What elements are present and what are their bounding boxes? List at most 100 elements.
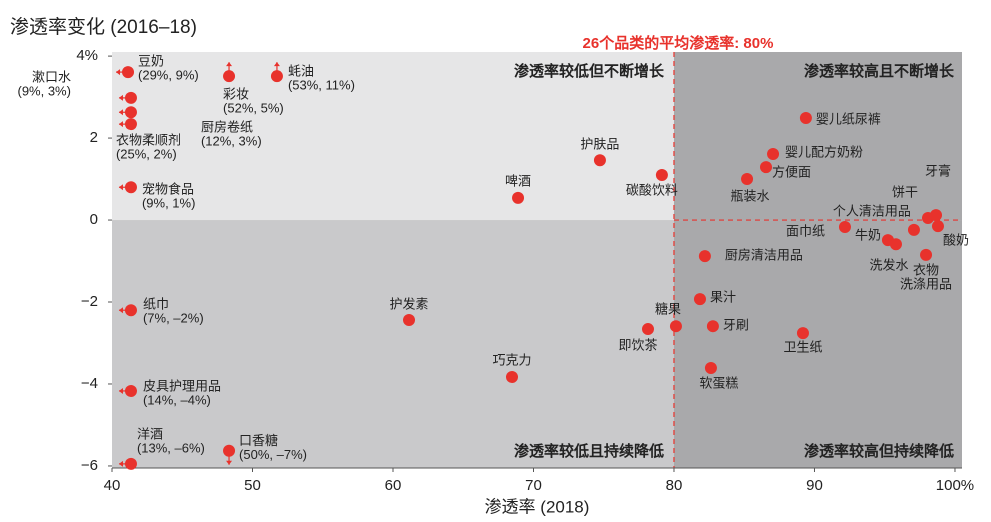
point-label: 牙刷 (723, 318, 749, 333)
point-label: 厨房卷纸 (201, 120, 253, 135)
y-tick-label: 4% (76, 47, 98, 64)
y-tick-label: 0 (90, 211, 98, 228)
x-tick-label: 60 (385, 477, 402, 494)
point (760, 161, 773, 174)
arrow-head (226, 62, 233, 67)
point-label: 啤酒 (505, 173, 531, 188)
point-label: 瓶装水 (731, 188, 770, 203)
point-label: 蚝油 (288, 64, 314, 79)
x-tick-label: 70 (525, 477, 542, 494)
point-label: (29%, 9%) (138, 68, 199, 83)
point-label: (52%, 5%) (223, 101, 284, 116)
arrow-head (118, 109, 123, 116)
point (741, 173, 754, 186)
point-label: 婴儿纸尿裤 (816, 111, 881, 126)
y-tick-label: −4 (81, 375, 98, 392)
x-tick-label: 80 (666, 477, 683, 494)
point (641, 323, 654, 336)
point (767, 148, 780, 161)
point-label: (13%, –6%) (137, 440, 205, 455)
x-axis-label: 渗透率 (2018) (485, 497, 590, 516)
point-label: 酸奶 (943, 233, 969, 248)
arrow-head (273, 62, 280, 67)
point-label: 洋酒 (137, 426, 163, 441)
arrow-head (118, 387, 123, 394)
point-label: 宠物食品 (142, 182, 194, 197)
point-label: 衣物柔顺剂 (116, 133, 181, 148)
point (505, 371, 518, 384)
point (669, 320, 682, 333)
point (223, 444, 236, 457)
arrow-head (118, 307, 123, 314)
point (223, 70, 236, 83)
arrow-head (118, 94, 123, 101)
point (799, 111, 812, 124)
point (124, 457, 137, 470)
point (124, 304, 137, 317)
point (930, 209, 943, 222)
point (655, 168, 668, 181)
point (704, 361, 717, 374)
point (698, 250, 711, 263)
point-label: 果汁 (710, 290, 736, 305)
arrow-head (116, 69, 121, 76)
x-tick-label: 50 (244, 477, 261, 494)
point (124, 384, 137, 397)
point-label: 护肤品 (580, 137, 619, 152)
point-label: 彩妆 (223, 87, 249, 102)
point (124, 106, 137, 119)
point-label: (12%, 3%) (201, 134, 262, 149)
point-label: 洗发水 (869, 258, 908, 273)
point-label: 个人清洁用品 (833, 203, 911, 218)
point (124, 91, 137, 104)
point-label: 豆奶 (138, 54, 164, 69)
point-label: 厨房清洁用品 (725, 248, 803, 263)
point-label: 糖果 (655, 302, 681, 317)
x-tick-label: 100% (936, 477, 974, 494)
point-label: 面巾纸 (786, 223, 825, 238)
point-label: 皮具护理用品 (143, 378, 221, 393)
x-tick-label: 90 (806, 477, 823, 494)
point-label: (7%, –2%) (143, 311, 204, 326)
point-label: (25%, 2%) (116, 147, 177, 162)
point-label: 牙膏 (925, 164, 951, 179)
y-tick-label: 2 (90, 129, 98, 146)
point-label: 口香糖 (239, 433, 278, 448)
point (796, 327, 809, 340)
point-label: (9%, 1%) (142, 196, 195, 211)
point-label: (50%, –7%) (239, 447, 307, 462)
point (931, 220, 944, 233)
point (920, 248, 933, 261)
point (907, 223, 920, 236)
arrow-head (118, 460, 123, 467)
arrow-head (118, 121, 123, 128)
point (593, 154, 606, 167)
point (124, 118, 137, 131)
y-tick-label: −2 (81, 293, 98, 310)
quadrant-label: 渗透率较低但不断增长 (514, 62, 665, 80)
quadrant (112, 52, 674, 221)
point-label: 牛奶 (855, 228, 881, 243)
point (838, 221, 851, 234)
point (270, 70, 283, 83)
quadrant-label: 渗透率较高但持续降低 (804, 442, 954, 460)
quadrant (673, 220, 962, 468)
x-tick-label: 40 (104, 477, 121, 494)
point-label: 饼干 (892, 184, 918, 199)
point (124, 181, 137, 194)
point-label: (53%, 11%) (288, 78, 355, 93)
quadrant (673, 52, 962, 221)
point (122, 66, 135, 79)
point-label: 洗涤用品 (900, 276, 952, 291)
point-label: 方便面 (772, 165, 811, 180)
point-label: 漱口水 (32, 69, 71, 84)
point-label: 纸巾 (143, 297, 169, 312)
point-label: 巧克力 (492, 352, 531, 367)
point (403, 314, 416, 327)
point (512, 191, 525, 204)
point-label: 软蛋糕 (699, 375, 738, 390)
point (889, 238, 902, 251)
point-label: 婴儿配方奶粉 (785, 144, 863, 159)
y-tick-label: −6 (81, 457, 98, 474)
